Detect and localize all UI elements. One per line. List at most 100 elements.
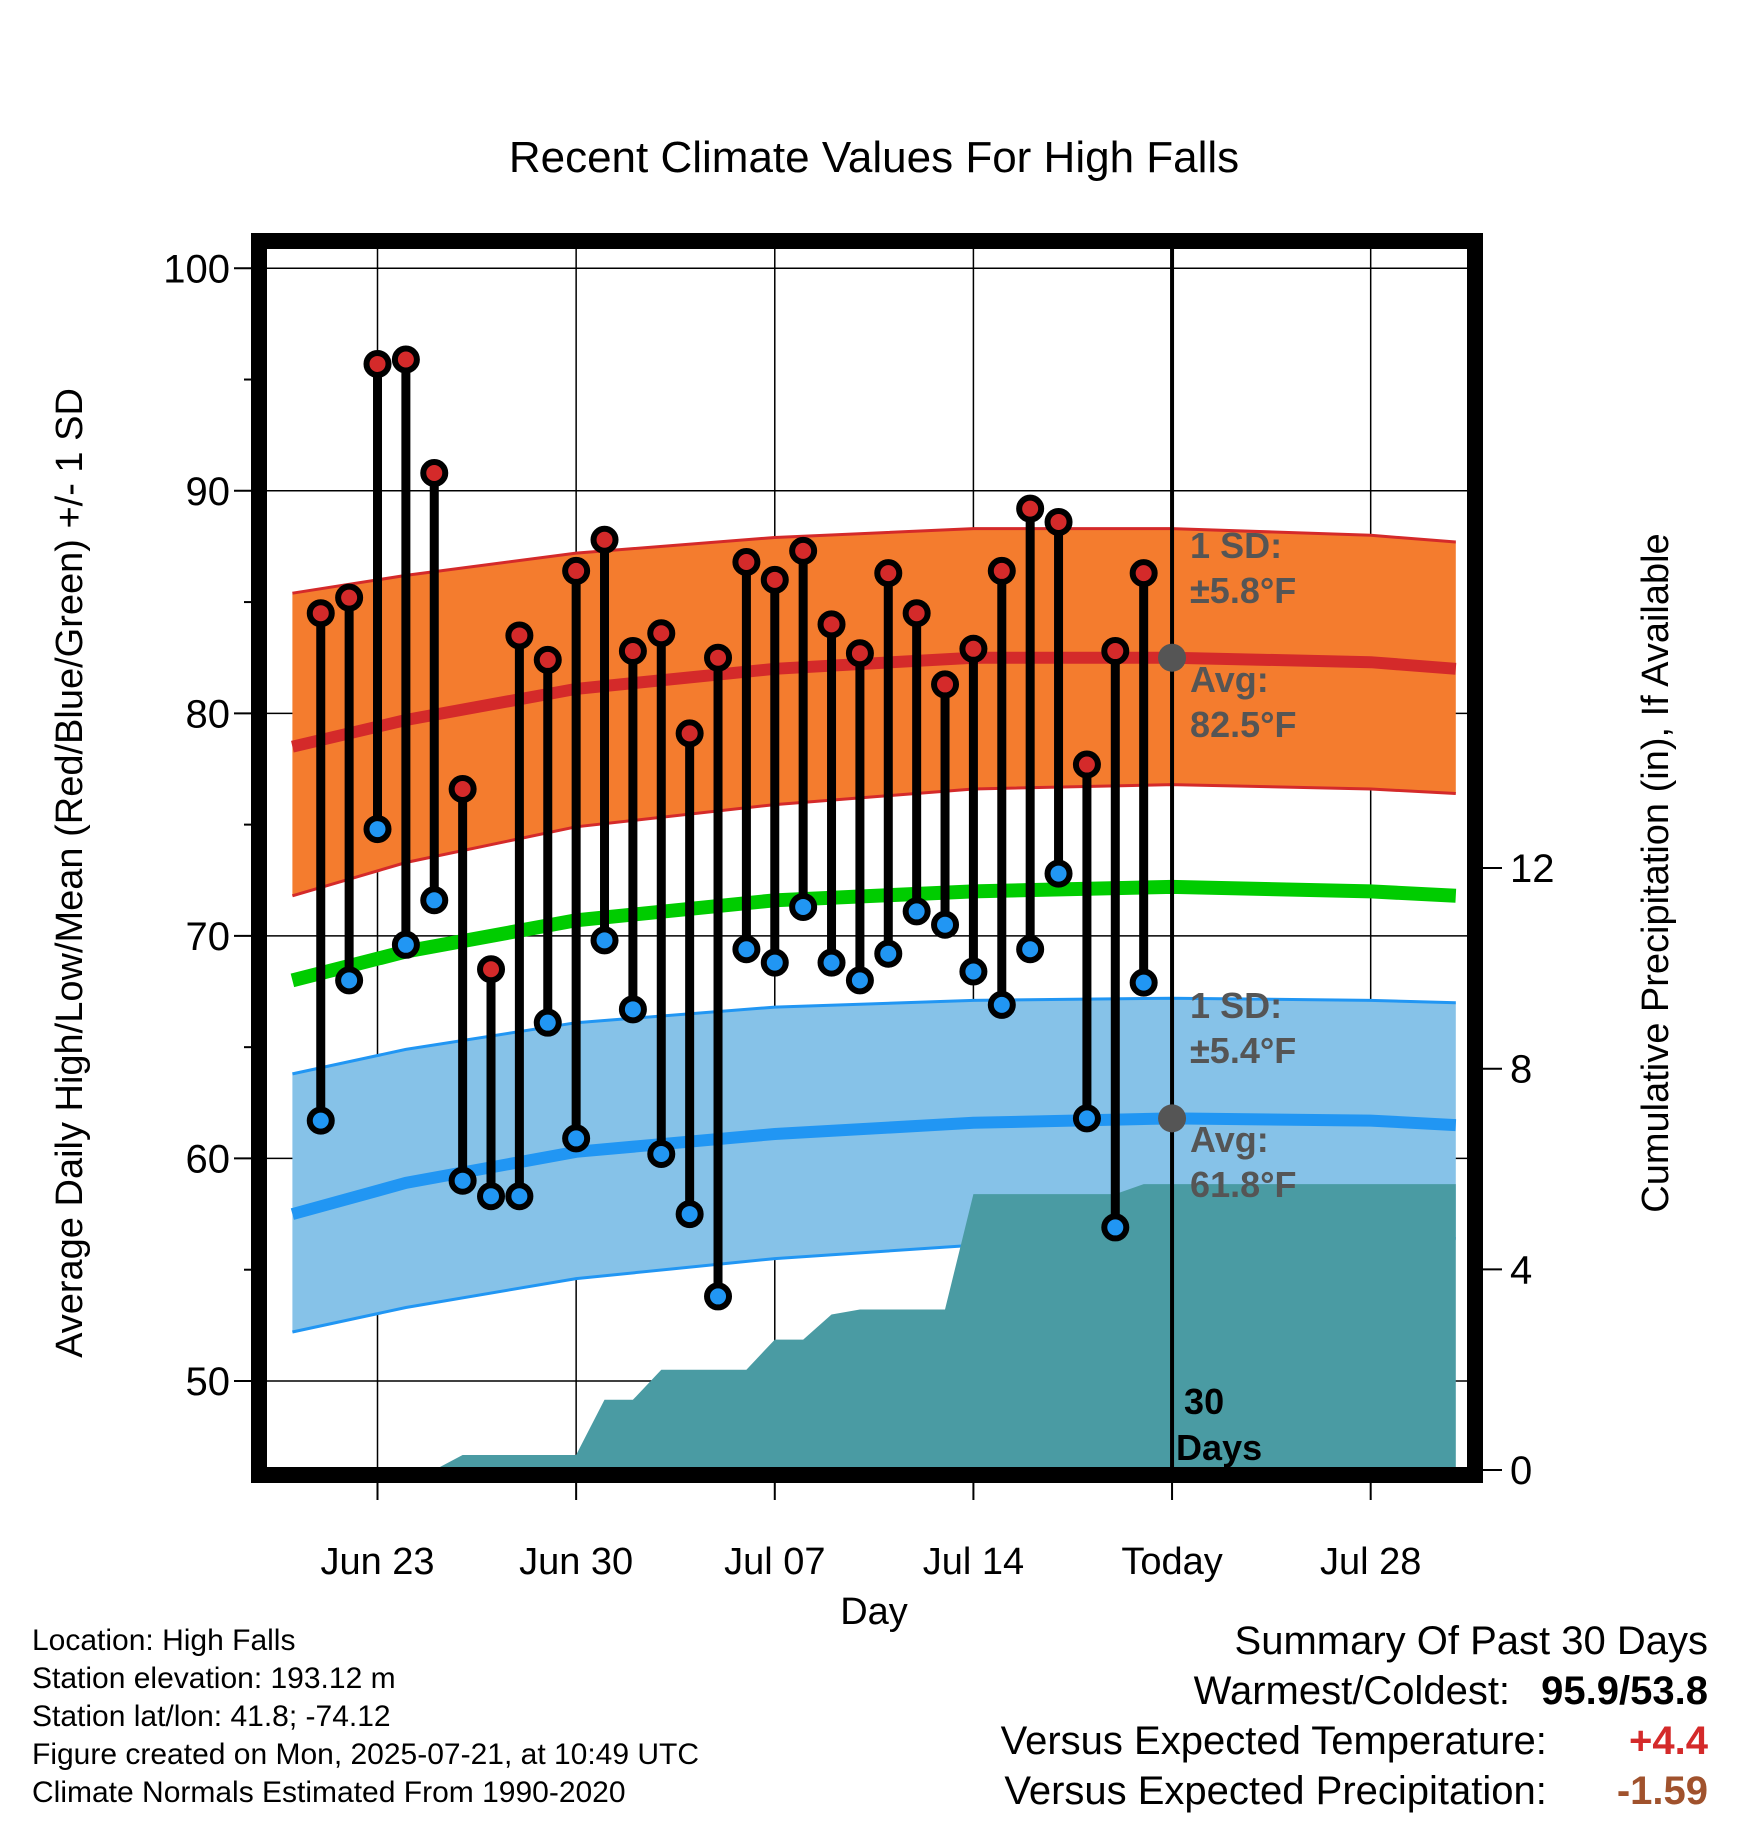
low-avg-label: Avg: — [1190, 1119, 1269, 1160]
elevation-text: Station elevation: 193.12 m — [32, 1662, 396, 1695]
daily-low-point — [845, 966, 874, 995]
y-tick-label: 90 — [186, 470, 231, 514]
daily-low-point — [505, 1182, 534, 1211]
daily-low-point — [1072, 1104, 1101, 1133]
daily-low-point — [562, 1124, 591, 1153]
daily-high-point — [1129, 559, 1158, 588]
temp-departure-label: Versus Expected Temperature: — [1000, 1719, 1547, 1763]
daily-low-point — [732, 935, 761, 964]
y2-tick-label: 12 — [1510, 847, 1555, 891]
precip-departure-value: -1.59 — [1616, 1769, 1708, 1813]
plot-frame — [251, 233, 1483, 1483]
daily-low-point — [760, 948, 789, 977]
daily-high-point — [562, 556, 591, 585]
x-tick-label: Jul 28 — [1320, 1541, 1421, 1583]
location-text: Location: High Falls — [32, 1624, 296, 1657]
daily-high-point — [335, 583, 364, 612]
daily-low-point — [987, 990, 1016, 1019]
normal-low-line — [290, 1112, 1457, 1220]
low-sd-value: ±5.4°F — [1190, 1030, 1296, 1071]
created-text: Figure created on Mon, 2025-07-21, at 10… — [32, 1738, 700, 1771]
temp-departure-row: Versus Expected Temperature: +4.4 — [1001, 1716, 1708, 1766]
daily-low-point — [1044, 859, 1073, 888]
x-tick-label: Jul 14 — [923, 1541, 1024, 1583]
warmest-coldest-row: Warmest/Coldest: 95.9/53.8 — [1001, 1666, 1708, 1716]
low-sd-label: 1 SD: — [1190, 985, 1282, 1026]
days-count-label: 30 — [1184, 1381, 1224, 1422]
daily-low-point — [931, 910, 960, 939]
warmest-coldest-label: Warmest/Coldest: — [1193, 1669, 1511, 1713]
y2-tick-label: 8 — [1510, 1048, 1532, 1092]
daily-high-point — [391, 345, 420, 374]
precip-departure-row: Versus Expected Precipitation: -1.59 — [1001, 1766, 1708, 1816]
daily-low-point — [477, 1182, 506, 1211]
daily-high-point — [931, 670, 960, 699]
daily-high-point — [817, 610, 846, 639]
daily-high-point — [1044, 507, 1073, 536]
low-avg-value: 61.8°F — [1190, 1164, 1296, 1205]
daily-high-point — [760, 565, 789, 594]
precip-departure-label: Versus Expected Precipitation: — [1004, 1769, 1547, 1813]
high-sd-band — [292, 528, 1456, 896]
warmest-coldest-value: 95.9/53.8 — [1541, 1669, 1708, 1713]
daily-high-point — [845, 639, 874, 668]
daily-high-point — [306, 599, 335, 628]
daily-high-point — [477, 955, 506, 984]
temp-departure-value: +4.4 — [1629, 1719, 1708, 1763]
normals-text: Climate Normals Estimated From 1990-2020 — [32, 1776, 626, 1809]
summary-panel: Summary Of Past 30 Days Warmest/Coldest:… — [1001, 1616, 1708, 1816]
daily-low-point — [789, 892, 818, 921]
x-tick-label: Jun 30 — [519, 1541, 633, 1583]
daily-low-point — [959, 957, 988, 986]
y-tick-label: 50 — [186, 1360, 231, 1404]
daily-high-point — [1072, 750, 1101, 779]
daily-low-point — [618, 995, 647, 1024]
high-avg-value: 82.5°F — [1190, 704, 1296, 745]
y2-tick-label: 0 — [1510, 1449, 1532, 1493]
x-tick-label: Today — [1121, 1541, 1222, 1583]
daily-low-point — [448, 1166, 477, 1195]
y-tick-label: 60 — [186, 1137, 231, 1181]
axes: 50 60 70 80 90 100 0 4 8 12 Jun 23 Jun 30 Jul 07 Jul … — [163, 233, 1555, 1583]
daily-high-point — [420, 458, 449, 487]
station-info: Location: High Falls Station elevation: … — [32, 1622, 699, 1812]
daily-high-point — [590, 525, 619, 554]
daily-high-point — [533, 645, 562, 674]
low-sd-band — [292, 998, 1456, 1332]
high-sd-label: 1 SD: — [1190, 525, 1282, 566]
chart-title: Recent Climate Values For High Falls — [509, 133, 1239, 182]
daily-low-point — [704, 1282, 733, 1311]
precip-area — [292, 1184, 1456, 1470]
daily-low-point — [391, 930, 420, 959]
x-tick-label: Jul 07 — [724, 1541, 825, 1583]
daily-high-point — [704, 643, 733, 672]
low-sd-upper-edge — [292, 996, 1456, 1076]
daily-low-point — [647, 1139, 676, 1168]
days-word-label: Days — [1176, 1427, 1262, 1468]
daily-high-point — [874, 559, 903, 588]
daily-high-point — [675, 719, 704, 748]
daily-high-point — [647, 619, 676, 648]
high-avg-label: Avg: — [1190, 659, 1269, 700]
daily-low-point — [817, 948, 846, 977]
daily-low-point — [335, 966, 364, 995]
daily-low-point — [306, 1106, 335, 1135]
y-tick-label: 70 — [186, 915, 231, 959]
daily-high-point — [732, 548, 761, 577]
y-tick-label: 80 — [186, 692, 231, 736]
daily-high-point — [987, 556, 1016, 585]
latlon-text: Station lat/lon: 41.8; -74.12 — [32, 1700, 391, 1733]
y2-tick-label: 4 — [1510, 1248, 1532, 1292]
today-low-avg-marker — [1158, 1104, 1187, 1133]
daily-low-point — [363, 815, 392, 844]
daily-low-point — [1129, 968, 1158, 997]
daily-high-point — [1016, 494, 1045, 523]
daily-low-point — [1101, 1213, 1130, 1242]
daily-high-point — [1101, 637, 1130, 666]
high-sd-value: ±5.8°F — [1190, 570, 1296, 611]
normal-mean-line — [290, 879, 1457, 988]
daily-low-point — [902, 897, 931, 926]
daily-high-point — [618, 637, 647, 666]
